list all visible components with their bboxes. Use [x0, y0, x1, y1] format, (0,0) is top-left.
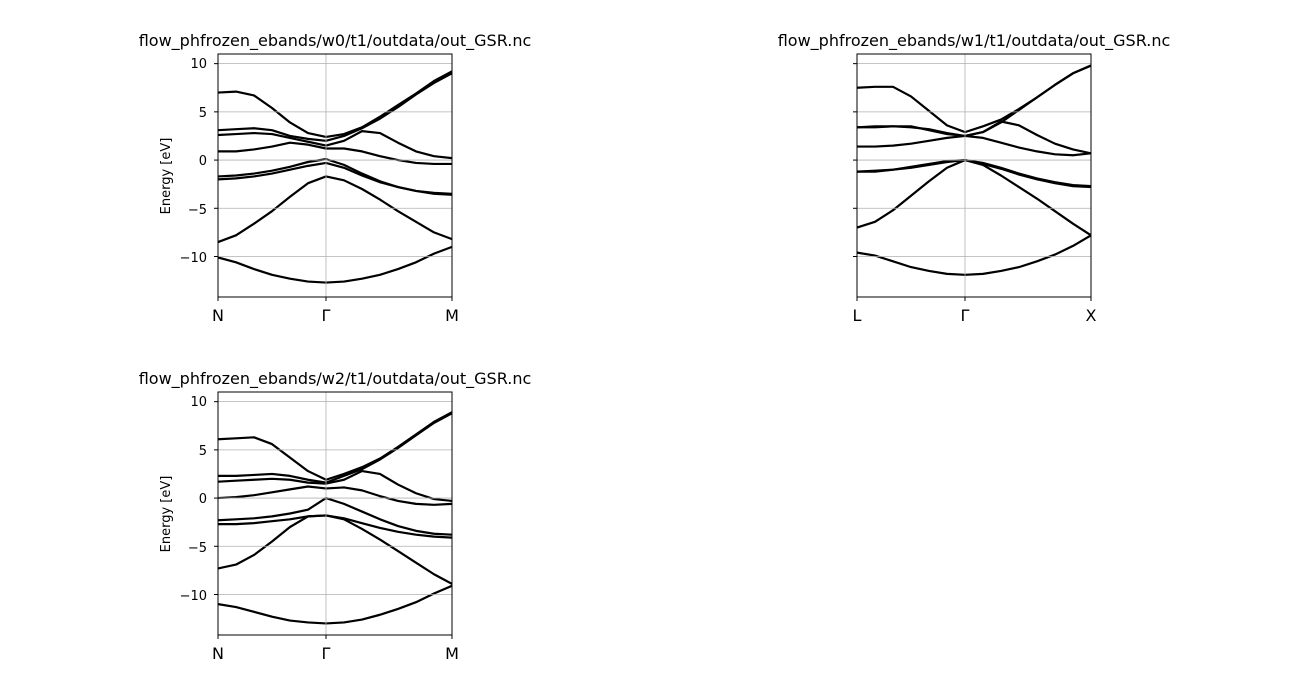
x-tick-label: N [212, 306, 224, 325]
y-tick-label: 5 [199, 106, 207, 121]
subplot-title: flow_phfrozen_ebands/w1/t1/outdata/out_G… [778, 31, 1171, 51]
axes-frame [856, 53, 1092, 298]
subplot-w0: flow_phfrozen_ebands/w0/t1/outdata/out_G… [139, 31, 532, 325]
y-tick-label: 0 [199, 492, 207, 507]
x-tick-label: Γ [961, 306, 970, 325]
y-tick-label: 10 [190, 57, 207, 72]
band-line-3 [218, 514, 452, 539]
x-tick-label: X [1086, 306, 1097, 325]
subplot-w1: flow_phfrozen_ebands/w1/t1/outdata/out_G… [778, 31, 1171, 325]
band-line-1 [857, 234, 1091, 276]
x-tick-label: N [212, 644, 224, 663]
plot-area [853, 53, 1092, 301]
x-tick-label: L [853, 306, 862, 325]
band-line-5 [857, 134, 1091, 157]
x-tick-label: M [445, 306, 459, 325]
band-line-8 [218, 70, 452, 139]
y-axis-label: Energy [eV] [159, 476, 174, 553]
subplot-w2: flow_phfrozen_ebands/w2/t1/outdata/out_G… [139, 369, 532, 663]
band-line-6 [218, 130, 452, 160]
band-line-5 [218, 485, 452, 506]
y-tick-label: 0 [199, 154, 207, 169]
band-line-6 [218, 469, 452, 503]
y-tick-label: −10 [180, 251, 207, 266]
axes-frame [217, 53, 453, 298]
band-line-5 [218, 141, 452, 166]
band-lines [857, 64, 1091, 276]
x-tick-label: M [445, 644, 459, 663]
band-line-1 [218, 245, 452, 284]
axes-frame [217, 391, 453, 636]
subplot-title: flow_phfrozen_ebands/w2/t1/outdata/out_G… [139, 369, 532, 389]
plot-area [214, 391, 453, 639]
band-line-8 [857, 64, 1091, 134]
x-tick-label: Γ [322, 306, 331, 325]
y-tick-label: −5 [188, 203, 207, 218]
y-tick-label: 10 [190, 395, 207, 410]
y-tick-label: −5 [188, 541, 207, 556]
plot-area [214, 53, 453, 301]
band-line-2 [218, 175, 452, 244]
band-line-4 [218, 158, 452, 196]
subplot-title: flow_phfrozen_ebands/w0/t1/outdata/out_G… [139, 31, 532, 51]
band-lines [218, 70, 452, 284]
band-line-8 [218, 411, 452, 481]
y-tick-label: −10 [180, 589, 207, 604]
x-tick-label: Γ [322, 644, 331, 663]
band-lines [218, 411, 452, 625]
band-line-1 [218, 584, 452, 625]
y-tick-label: 5 [199, 444, 207, 459]
y-axis-label: Energy [eV] [159, 138, 174, 215]
band-line-4 [218, 496, 452, 536]
band-line-4 [857, 158, 1091, 189]
